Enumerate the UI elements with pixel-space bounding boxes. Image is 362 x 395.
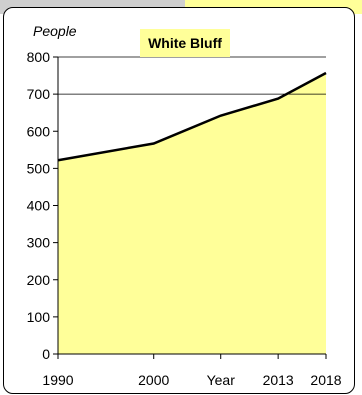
x-tick-label: Year: [207, 372, 236, 388]
x-tick-label: 2000: [138, 372, 169, 388]
y-tick-label: 100: [27, 309, 51, 325]
y-tick-label: 500: [27, 160, 51, 176]
area-fill: [58, 72, 326, 355]
y-axis-label: People: [33, 23, 77, 39]
y-tick-label: 300: [27, 235, 51, 251]
series-line: [57, 71, 327, 162]
y-tick-label: 700: [27, 86, 51, 102]
y-tick-label: 0: [42, 346, 50, 362]
y-tick-label: 400: [27, 198, 51, 214]
y-tick-label: 200: [27, 272, 51, 288]
y-tick-label: 800: [27, 49, 51, 65]
x-tick-label: 2018: [310, 372, 341, 388]
x-tick-label: 1990: [42, 372, 73, 388]
y-tick-label: 600: [27, 123, 51, 139]
chart-title: White Bluff: [140, 29, 230, 57]
x-tick-label: 2013: [263, 372, 294, 388]
